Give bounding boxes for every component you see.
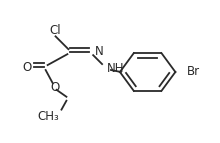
Text: NH: NH [107,61,125,75]
Text: O: O [22,60,31,74]
Text: Cl: Cl [50,24,61,37]
Text: O: O [50,81,59,94]
Text: CH₃: CH₃ [38,110,59,123]
Text: Br: Br [187,65,200,79]
Text: N: N [95,45,104,58]
